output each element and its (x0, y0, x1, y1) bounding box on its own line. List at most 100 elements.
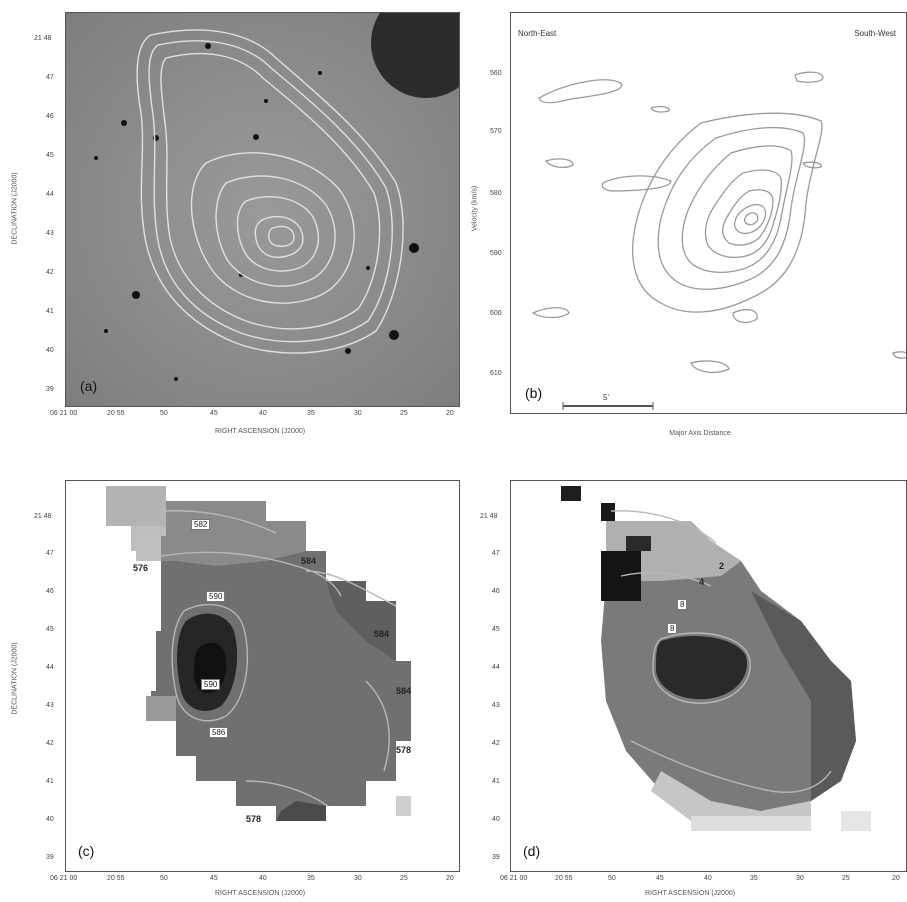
y-tick: 560 (490, 70, 502, 77)
y-tick: 600 (490, 310, 502, 317)
x-tick: 45 (210, 875, 218, 882)
contour-label: 8 (677, 599, 688, 610)
y-tick: 45 (46, 152, 54, 159)
x-tick: 45 (656, 875, 664, 882)
y-tick: 47 (46, 550, 54, 557)
x-tick: 06 21 00 (50, 410, 78, 417)
y-tick: 43 (46, 230, 54, 237)
y-tick: 46 (46, 588, 54, 595)
contour-label: 590 (206, 591, 226, 602)
x-tick: 06 21 00 (50, 875, 78, 882)
y-tick: 41 (46, 778, 54, 785)
panel-d-dispersion-map (561, 486, 871, 831)
y-tick: 40 (492, 816, 500, 823)
panel-a-image: (a) (65, 12, 460, 407)
y-tick: 41 (492, 778, 500, 785)
y-tick: 570 (490, 128, 502, 135)
panel-a-label: (a) (80, 378, 98, 394)
x-tick: 20 55 (107, 875, 125, 882)
y-tick: 46 (492, 588, 500, 595)
y-tick: 45 (46, 626, 54, 633)
y-tick: 44 (46, 191, 54, 198)
x-tick: 30 (354, 410, 362, 417)
y-tick: 580 (490, 190, 502, 197)
y-tick: 42 (46, 269, 54, 276)
panel-a-ylabel: DECLINATION (J2000) (11, 172, 19, 245)
y-tick: 43 (492, 702, 500, 709)
contour-label: 586 (209, 727, 229, 738)
y-tick: 21 48 (480, 513, 498, 520)
x-tick: 35 (307, 875, 315, 882)
x-tick: 25 (842, 875, 850, 882)
panel-c: (c) 582 576 584 590 584 590 584 586 578 … (0, 470, 460, 902)
panel-b-ylabel: Velocity (km/s) (471, 185, 479, 232)
x-tick: 25 (400, 410, 408, 417)
contour-label: 584 (301, 556, 317, 566)
panel-b: North-East South-West (b) 5' 560 570 580… (460, 0, 907, 445)
panel-c-label: (c) (78, 843, 95, 859)
panel-b-xlabel: Major Axis Distance (669, 430, 731, 437)
x-tick: 25 (400, 875, 408, 882)
y-tick: 40 (46, 347, 54, 354)
y-tick: 39 (46, 386, 54, 393)
y-tick: 610 (490, 370, 502, 377)
x-tick: 06 21 00 (500, 875, 528, 882)
panel-d: (d) 2 4 8 8 21 48 47 46 45 44 43 42 41 4… (460, 470, 907, 902)
y-tick: 45 (492, 626, 500, 633)
contour-label: 582 (191, 519, 211, 530)
y-tick: 590 (490, 250, 502, 257)
panel-d-label: (d) (523, 843, 541, 859)
panel-a-contours (66, 13, 459, 406)
panel-c-plot: (c) 582 576 584 590 584 590 584 586 578 … (65, 480, 460, 872)
y-tick: 42 (492, 740, 500, 747)
x-tick: 20 (892, 875, 900, 882)
panel-c-xlabel: RIGHT ASCENSION (J2000) (214, 890, 306, 897)
x-tick: 20 (446, 875, 454, 882)
x-tick: 50 (608, 875, 616, 882)
contour-label: 584 (374, 629, 390, 639)
x-tick: 50 (160, 875, 168, 882)
x-tick: 20 55 (555, 875, 573, 882)
y-tick: 41 (46, 308, 54, 315)
x-tick: 40 (259, 875, 267, 882)
contour-label: 4 (699, 577, 705, 587)
x-tick: 20 55 (107, 410, 125, 417)
x-tick: 35 (750, 875, 758, 882)
panel-c-ylabel: DECLINATION (J2000) (11, 642, 19, 715)
y-tick: 43 (46, 702, 54, 709)
scale-bar-label: 5' (603, 393, 609, 402)
y-tick: 21 48 (34, 35, 52, 42)
y-tick: 46 (46, 113, 54, 120)
panel-d-xlabel: RIGHT ASCENSION (J2000) (644, 890, 736, 897)
x-tick: 35 (307, 410, 315, 417)
panel-d-plot: (d) 2 4 8 8 (510, 480, 907, 872)
panel-a-xlabel: RIGHT ASCENSION (J2000) (214, 428, 306, 435)
x-tick: 30 (796, 875, 804, 882)
corner-label-north-east: North-East (518, 29, 557, 38)
x-tick: 30 (354, 875, 362, 882)
contour-label: 576 (133, 563, 149, 573)
y-tick: 47 (492, 550, 500, 557)
panel-a: (a) 21 48 47 46 45 44 43 42 41 40 39 06 … (0, 0, 460, 445)
x-tick: 20 (446, 410, 454, 417)
corner-label-south-west: South-West (854, 29, 896, 38)
y-tick: 47 (46, 74, 54, 81)
panel-b-contours (531, 71, 906, 410)
y-tick: 21 48 (34, 513, 52, 520)
y-tick: 39 (492, 854, 500, 861)
x-tick: 40 (259, 410, 267, 417)
y-tick: 44 (492, 664, 500, 671)
y-tick: 44 (46, 664, 54, 671)
contour-label: 8 (667, 623, 678, 634)
contour-label: 2 (719, 561, 725, 571)
y-tick: 40 (46, 816, 54, 823)
contour-label: 578 (246, 814, 262, 824)
panel-c-velocity-map (106, 486, 411, 821)
panel-b-label: (b) (525, 385, 543, 401)
contour-label: 578 (396, 745, 412, 755)
x-tick: 40 (704, 875, 712, 882)
contour-label: 584 (396, 686, 412, 696)
y-tick: 39 (46, 854, 54, 861)
y-tick: 42 (46, 740, 54, 747)
x-tick: 50 (160, 410, 168, 417)
